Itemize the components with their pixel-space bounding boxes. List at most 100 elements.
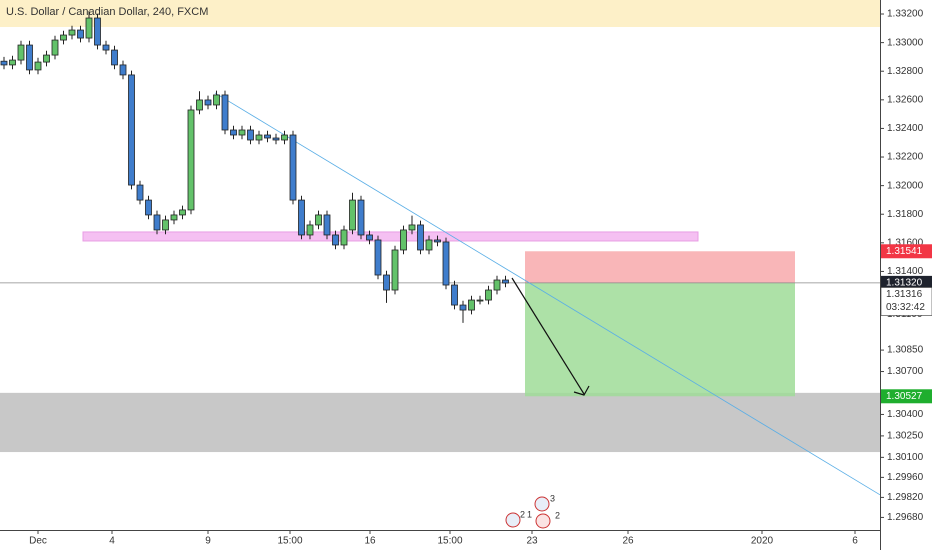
chart-title: U.S. Dollar / Canadian Dollar, 240, FXCM	[6, 6, 208, 18]
candle-body	[51, 39, 59, 56]
candle-body	[451, 284, 458, 306]
candle-body	[153, 214, 161, 231]
y-tick-label: 1.32600	[887, 94, 924, 105]
y-tick-label: 1.32800	[887, 66, 924, 77]
candle-body	[34, 61, 42, 71]
x-tick-label: 6	[852, 536, 858, 547]
candle-body	[68, 29, 76, 36]
us-flag	[534, 496, 550, 512]
y-tick-label: 1.31400	[887, 266, 924, 277]
candle-body	[204, 99, 212, 106]
title-band	[0, 0, 880, 27]
candle-body	[323, 214, 331, 236]
last-price-bg	[880, 287, 932, 316]
y-tick-label: 1.33000	[887, 37, 924, 48]
candle-body	[366, 234, 373, 241]
event-count: 1	[527, 509, 532, 519]
candle-body	[442, 241, 450, 286]
x-tick-label: 4	[109, 536, 115, 547]
event-count: 3	[550, 493, 555, 503]
ca-flag	[535, 513, 551, 529]
candle-body	[255, 134, 263, 141]
trendline	[214, 92, 881, 496]
candle-body	[213, 94, 220, 106]
candle-body	[221, 94, 229, 131]
candle-body	[128, 74, 135, 186]
candle-body	[315, 214, 322, 226]
resistance-zone	[82, 231, 699, 242]
x-tick-label: 2020	[751, 536, 774, 547]
support-zone	[0, 392, 880, 453]
countdown: 03:32:42	[886, 302, 925, 313]
candle-body	[391, 249, 399, 291]
candle-body	[0, 60, 8, 66]
candle-body	[374, 239, 382, 276]
candle-body	[85, 17, 93, 39]
event-count: 2	[555, 510, 560, 520]
candle-body	[94, 17, 101, 46]
y-tick-label: 1.29960	[887, 472, 924, 483]
candle-body	[196, 99, 203, 111]
stop-label-bg	[881, 244, 932, 259]
candle-body	[136, 184, 144, 201]
arrow-head	[573, 385, 590, 396]
candle-body	[425, 239, 433, 251]
y-tick-label: 1.30700	[887, 366, 924, 377]
candle-body	[238, 129, 246, 136]
stop-label: 1.31541	[886, 246, 923, 257]
y-tick-label: 1.30400	[887, 409, 924, 420]
x-tick-label: 16	[364, 536, 376, 547]
target-label: 1.30527	[886, 391, 923, 402]
candle-body	[247, 129, 254, 141]
x-tick-label: 26	[622, 536, 634, 547]
x-tick-label: 9	[205, 536, 211, 547]
candle-body	[340, 229, 348, 246]
candle-body	[408, 224, 416, 231]
candle-body	[187, 109, 195, 211]
candle-body	[476, 299, 484, 302]
candle-body	[332, 234, 339, 246]
candle-body	[417, 224, 424, 251]
y-tick-label: 1.29680	[887, 512, 924, 523]
candle-body	[459, 304, 467, 311]
y-tick-label: 1.31600	[887, 237, 924, 248]
y-tick-label: 1.29820	[887, 492, 924, 503]
y-tick-label: 1.30850	[887, 345, 924, 356]
y-tick-label: 1.32200	[887, 152, 924, 163]
candle-body	[502, 279, 509, 284]
candle-body	[383, 274, 390, 291]
candle-body	[281, 134, 288, 141]
candle-body	[349, 199, 356, 231]
candle-body	[306, 224, 314, 236]
candle-body	[60, 34, 67, 41]
candle-body	[9, 59, 16, 66]
candle-body	[434, 239, 441, 243]
y-tick-label: 1.30100	[887, 452, 924, 463]
y-tick-label: 1.32000	[887, 180, 924, 191]
y-tick-label: 1.33200	[887, 9, 924, 20]
target-zone	[525, 282, 795, 397]
candle-body	[357, 199, 365, 236]
arrow	[511, 277, 585, 395]
candle-body	[119, 64, 127, 76]
y-tick-label: 1.31800	[887, 209, 924, 220]
stop-zone	[525, 251, 795, 283]
entry-label: 1.31320	[886, 278, 923, 289]
candle-body	[485, 289, 492, 301]
candle-body	[162, 219, 169, 231]
candle-body	[493, 279, 501, 291]
us-flag	[505, 512, 521, 528]
candle-body	[77, 29, 84, 39]
event-count: 2	[520, 509, 525, 519]
candle-body	[102, 44, 110, 51]
candle-body	[289, 134, 297, 201]
candle-body	[170, 214, 178, 221]
candle-body	[26, 44, 33, 71]
entry-label-bg	[881, 275, 932, 290]
y-tick-label: 1.30250	[887, 431, 924, 442]
last-price-label: 1.31316	[886, 289, 923, 300]
candle-body	[468, 299, 475, 311]
candle-body	[230, 129, 237, 136]
x-tick-label: 15:00	[277, 536, 302, 547]
